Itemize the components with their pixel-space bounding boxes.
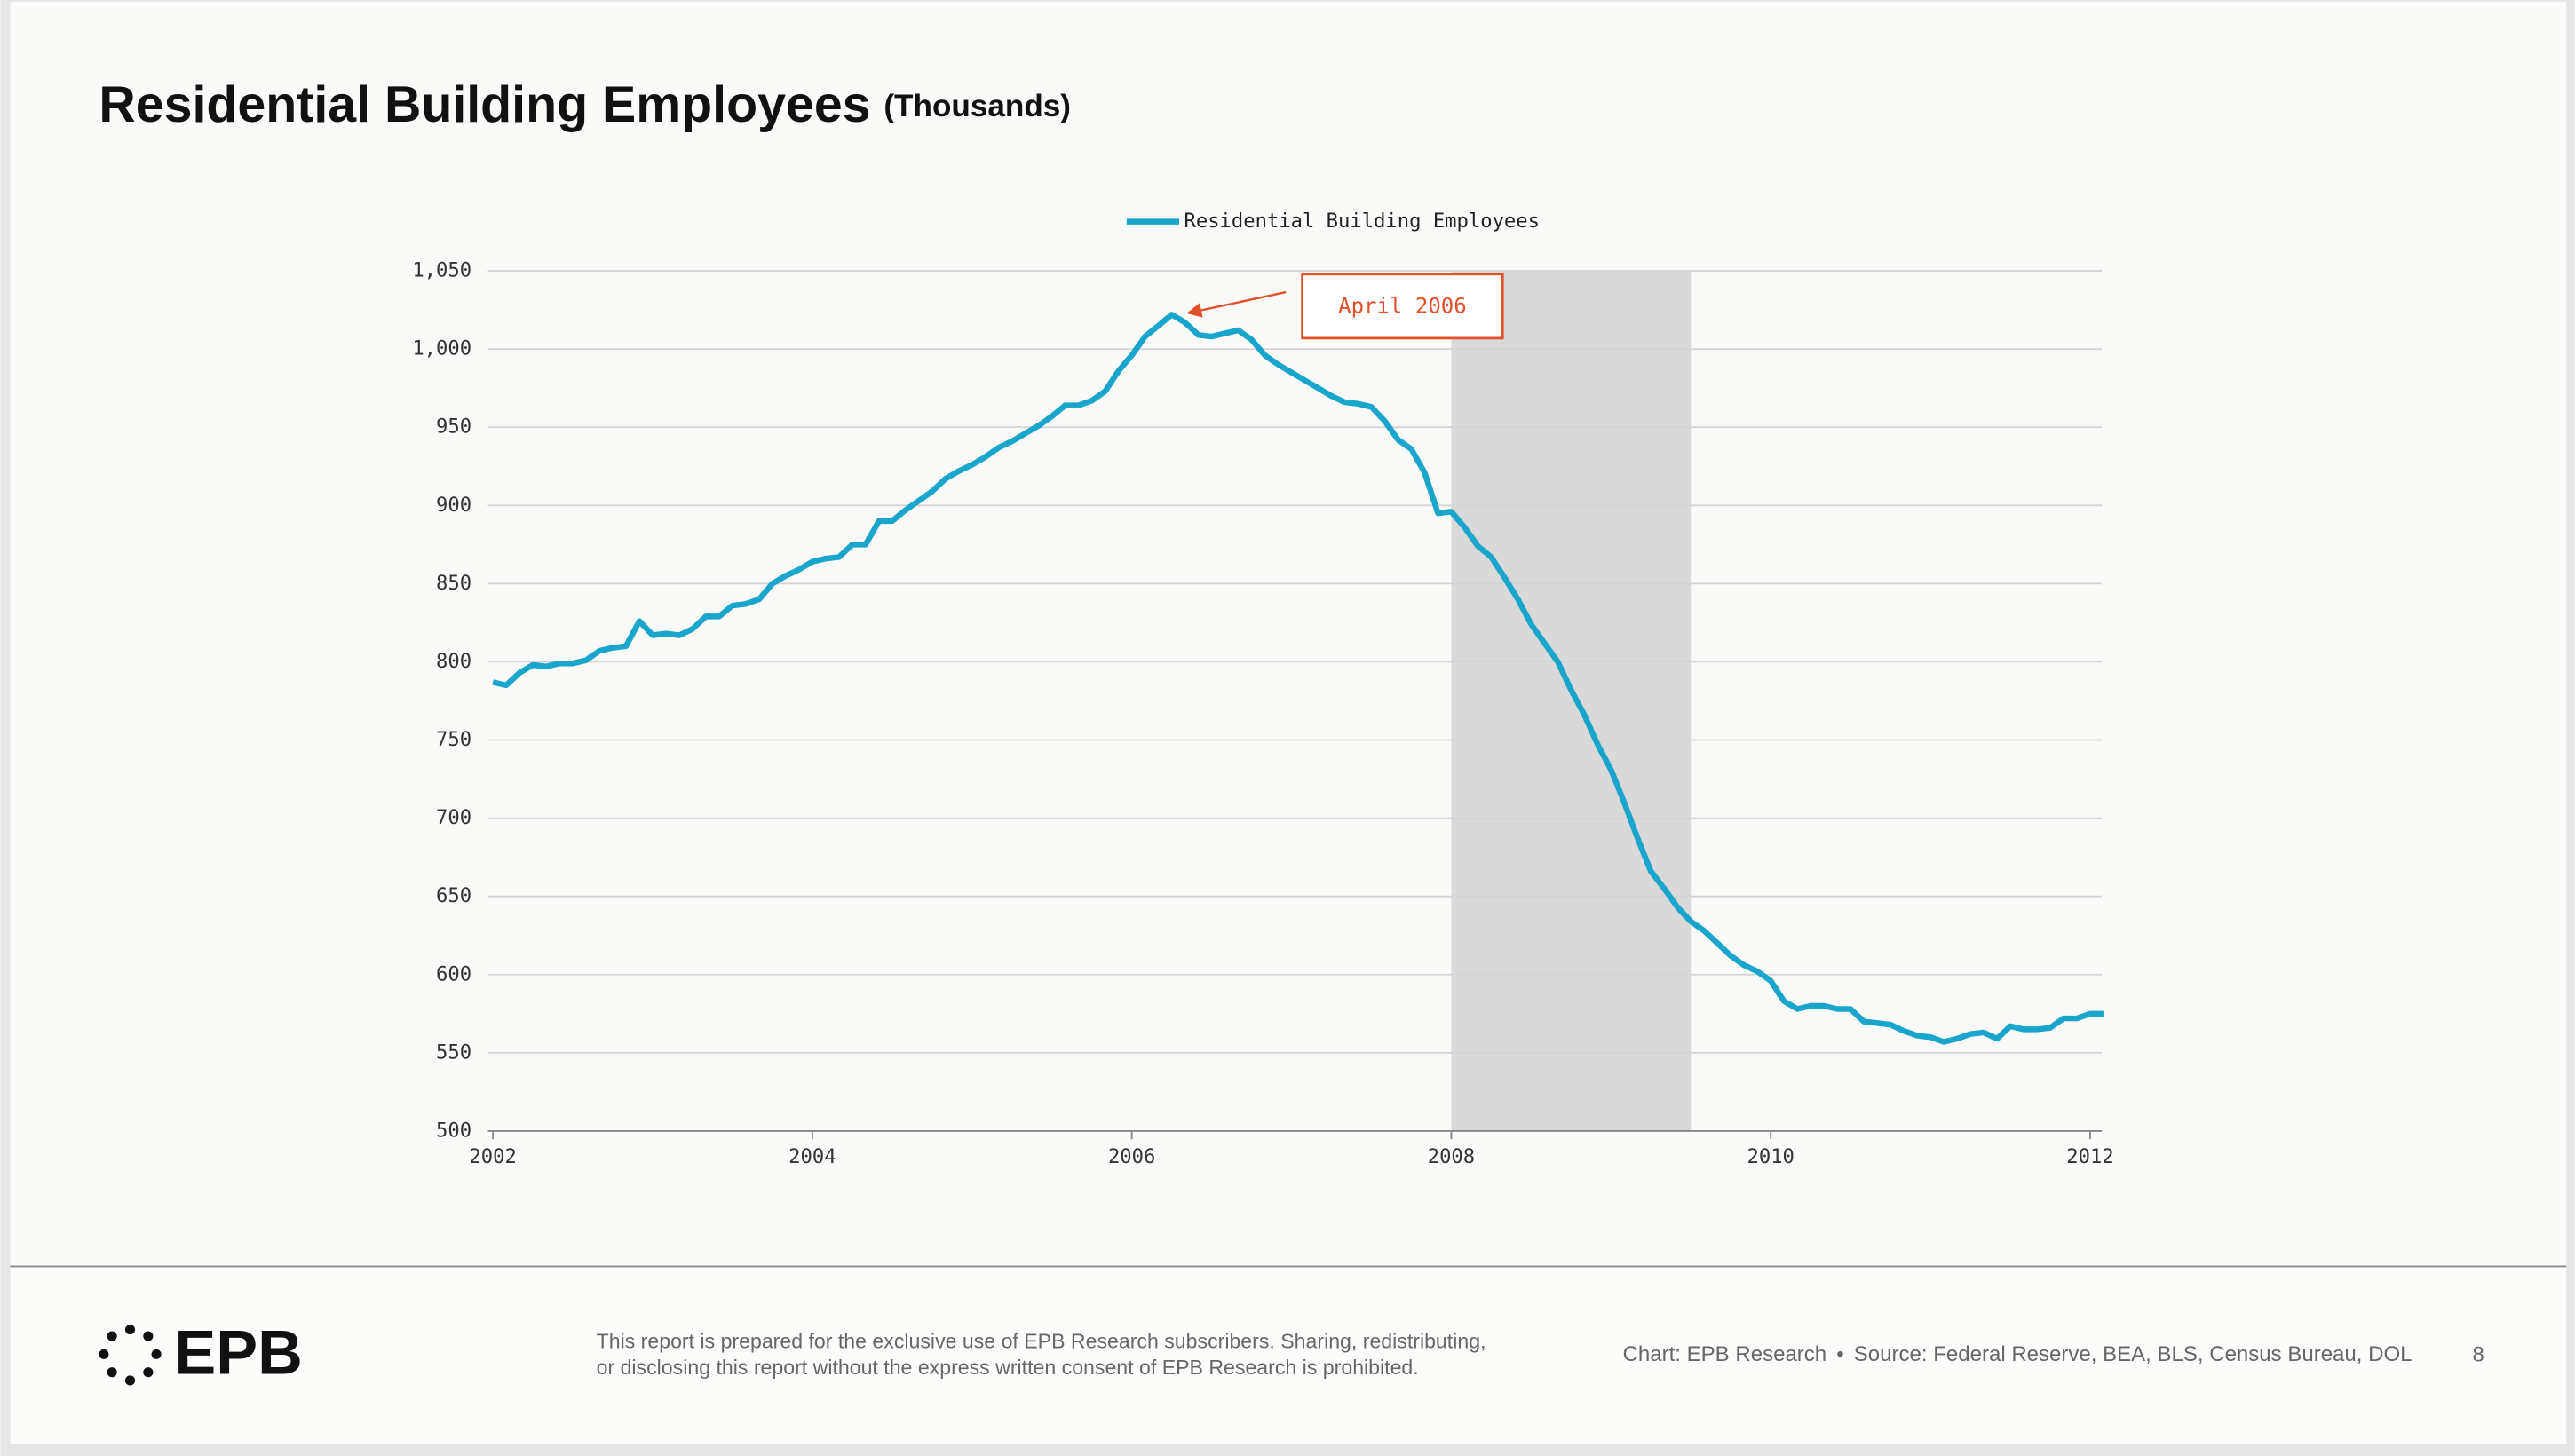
y-tick-label: 550	[436, 1041, 471, 1064]
page-number: 8	[2473, 1343, 2484, 1367]
y-tick-label: 700	[436, 806, 471, 829]
logo-dot	[124, 1325, 136, 1335]
chart-subtitle: (Thousands)	[883, 89, 1071, 123]
x-tick-label: 2008	[1428, 1145, 1475, 1168]
x-tick-label: 2002	[469, 1145, 516, 1168]
x-tick-label: 2004	[788, 1145, 836, 1168]
logo-dot	[143, 1367, 154, 1378]
disclaimer-line: This report is prepared for the exclusiv…	[597, 1330, 1486, 1353]
separator: •	[1836, 1343, 1843, 1367]
logo-dot	[151, 1349, 162, 1359]
x-tick-label: 2010	[1747, 1145, 1795, 1168]
y-tick-label: 850	[436, 572, 471, 595]
legend-label: Residential Building Employees	[1184, 210, 1540, 233]
series-line	[492, 312, 2104, 1045]
disclaimer-line: or disclosing this report without the ex…	[597, 1356, 1419, 1379]
logo-mark	[99, 1325, 162, 1386]
source-line: Chart: EPB Research • Source: Federal Rese…	[1623, 1343, 2413, 1367]
title-line: Residential Building Employees (Thousands…	[99, 76, 1071, 133]
chart-credit: Chart: EPB Research	[1623, 1343, 1827, 1367]
annotation-box	[1301, 273, 1504, 340]
shaded-region	[1451, 271, 1692, 1131]
y-tick-label: 900	[436, 494, 471, 517]
chart-title: Residential Building Employees	[99, 76, 870, 133]
y-tick-label: 650	[436, 884, 471, 907]
source: Source: Federal Reserve, BEA, BLS, Censu…	[1854, 1343, 2413, 1367]
plot: 500 550 600 650 700 750 800 850 900 950 1,000 1,050…	[412, 210, 2113, 1168]
y-tick-label: 950	[436, 415, 471, 439]
logo-dot	[107, 1367, 117, 1378]
y-tick-label: 1,050	[412, 259, 471, 282]
y-tick-label: 600	[436, 962, 471, 985]
x-tick-label: 2006	[1108, 1145, 1155, 1168]
x-tick-label: 2012	[2066, 1145, 2113, 1168]
logo-dot	[124, 1375, 136, 1386]
y-tick-label: 800	[436, 650, 471, 673]
logo-text: EPB	[174, 1318, 302, 1388]
slide-body	[10, 1, 2567, 1266]
annotation-arrow	[1186, 290, 1287, 318]
logo-dot	[143, 1331, 154, 1341]
logo-dot	[107, 1331, 117, 1341]
y-tick-label: 1,000	[412, 337, 471, 360]
y-tick-label: 750	[436, 728, 471, 751]
logo-dot	[99, 1349, 109, 1359]
y-tick-label: 500	[436, 1119, 471, 1142]
footer-band	[10, 1267, 2567, 1445]
annotation-text: April 2006	[1338, 294, 1467, 319]
